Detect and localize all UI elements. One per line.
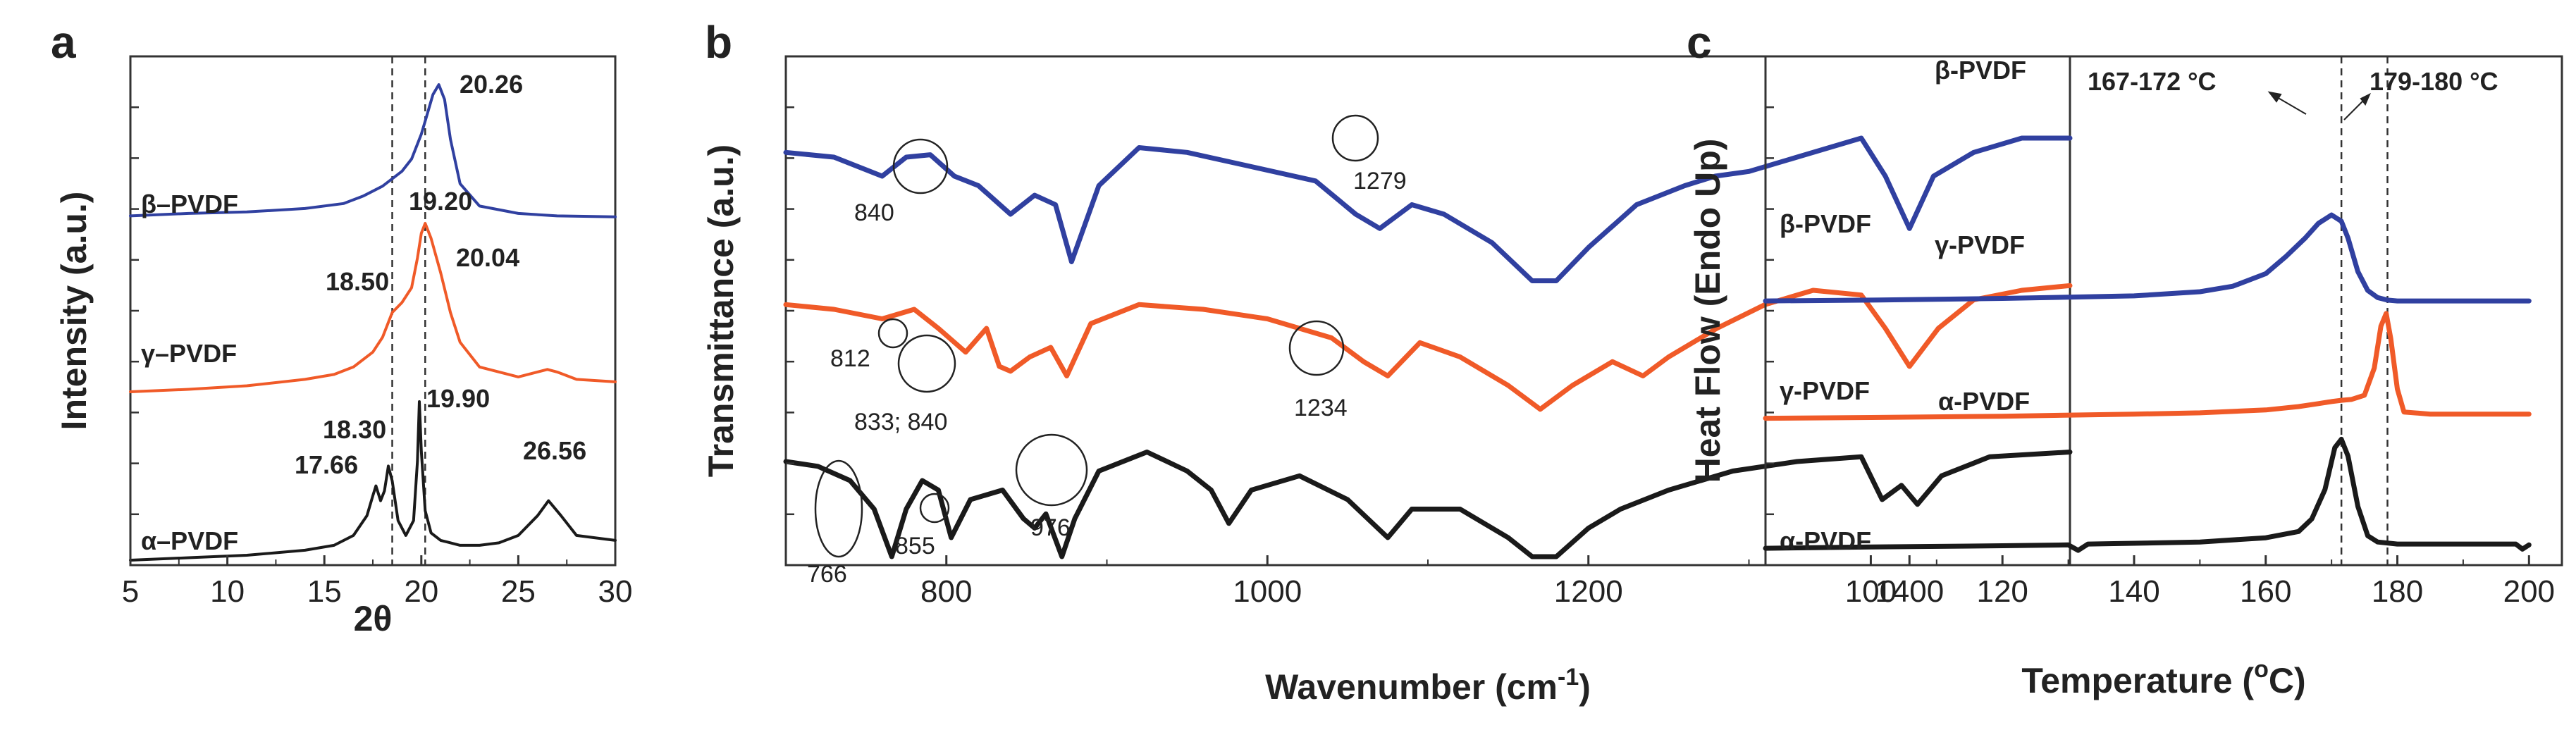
circle-1279: [1331, 114, 1379, 162]
plot-frame-a: [129, 55, 617, 567]
circle-1234: [1288, 320, 1345, 376]
x-tick-label-c-3: 160: [2240, 574, 2291, 609]
circle-855: [919, 493, 950, 524]
x-axis-title-b-sup: -1: [1558, 664, 1579, 691]
annotation-20-26: 20.26: [460, 70, 523, 99]
annotation-17-66: 17.66: [295, 450, 358, 479]
arrow-head-167-172: [2267, 91, 2282, 103]
series-line-c-1: [1763, 311, 2532, 421]
series-line-b-0: [783, 135, 2073, 283]
x-tick-label-c-0: 100: [1845, 574, 1897, 609]
series-label-alpha-c: α-PVDF: [1780, 526, 1871, 555]
series-label-beta-c: β-PVDF: [1780, 209, 1871, 238]
series-label-alpha-b: α-PVDF: [1938, 387, 2030, 416]
y-axis-title-b: Transmittance (a.u.): [701, 144, 741, 477]
y-axis-title-c: Heat Flow (Endo Up): [1688, 139, 1727, 483]
x-axis-title-b-end: ): [1579, 667, 1591, 707]
annotation-18-30: 18.30: [323, 415, 386, 444]
annotation-766: 766: [807, 561, 847, 588]
circle-976: [1015, 433, 1088, 507]
annotation-circles-b: [814, 114, 1379, 558]
x-ticks-a: 5 10 15 20 25 30: [122, 555, 633, 609]
annotation-179-180: 179-180 °C: [2369, 67, 2498, 96]
reference-lines-a: [391, 56, 426, 565]
annotation-812: 812: [830, 345, 870, 372]
circle-840-beta: [892, 138, 949, 194]
x-axis-title-a: 2θ: [354, 599, 393, 638]
x-tick-label-a-5: 30: [598, 574, 633, 609]
annotation-arrows-c: [2267, 91, 2371, 120]
y-ticks-c: [1765, 106, 1774, 516]
annotation-833-840: 833; 840: [854, 409, 947, 435]
annotation-26-56: 26.56: [523, 436, 586, 465]
x-tick-label-b-3: 1400: [1875, 574, 1944, 609]
panel-letter-b: b: [705, 17, 732, 68]
panel-b: b 800 1000 1200 1400 Wavenumber (cm-1) Tran…: [701, 17, 2073, 707]
series-line-b-1: [783, 283, 2073, 412]
series-group-b: [783, 135, 2073, 559]
panel-c: c 100 120 140 160 180 200 Temperature (oC) He…: [1687, 17, 2563, 700]
y-axis-title-a: Intensity (a.u.): [54, 192, 94, 431]
annotation-167-172: 167-172 °C: [2088, 67, 2217, 96]
panel-a: a 5 10 15 20 25 30 2θ Intensity (a.u.) β–PVDF…: [51, 17, 632, 638]
x-tick-label-c-4: 180: [2372, 574, 2423, 609]
series-label-beta-a: β–PVDF: [141, 190, 238, 218]
circle-833-840: [897, 334, 956, 393]
series-group-c: [1763, 212, 2532, 553]
arrow-head-179-180: [2360, 92, 2371, 106]
y-ticks-a: [130, 106, 139, 516]
series-label-alpha-a: α–PVDF: [141, 526, 238, 555]
annotation-976: 976: [1030, 514, 1071, 541]
x-ticks-b: 800 1000 1200 1400: [920, 555, 1944, 609]
x-tick-label-b-2: 1200: [1554, 574, 1623, 609]
series-line-c-0: [1763, 212, 2532, 304]
x-axis-title-c-end: C): [2269, 661, 2306, 700]
circle-812: [877, 318, 908, 349]
x-axis-title-b-main: Wavenumber (cm: [1265, 667, 1558, 707]
x-axis-title-c-sup: o: [2254, 656, 2269, 683]
x-tick-label-a-1: 10: [210, 574, 245, 609]
x-axis-title-c-main: Temperature (: [2021, 661, 2254, 700]
x-tick-label-c-2: 140: [2108, 574, 2159, 609]
x-tick-label-a-3: 20: [404, 574, 438, 609]
x-tick-label-b-0: 800: [920, 574, 972, 609]
x-tick-label-c-1: 120: [1976, 574, 2028, 609]
annotation-1234: 1234: [1294, 395, 1348, 421]
annotation-20-04: 20.04: [456, 243, 519, 272]
x-ticks-c: 100 120 140 160 180 200: [1845, 555, 2555, 609]
series-label-gamma-a: γ–PVDF: [141, 339, 237, 368]
plot-frame-c: [1764, 55, 2563, 567]
panel-letter-a: a: [51, 17, 76, 68]
circle-766: [814, 459, 863, 558]
y-ticks-b: [786, 106, 794, 516]
x-tick-label-c-5: 200: [2503, 574, 2555, 609]
annotation-1279: 1279: [1353, 168, 1407, 194]
x-tick-label-a-4: 25: [501, 574, 536, 609]
series-group-a: [129, 83, 617, 562]
annotation-840: 840: [854, 199, 894, 226]
x-tick-label-a-2: 15: [307, 574, 342, 609]
panel-letter-c: c: [1687, 17, 1712, 68]
series-line-b-2: [783, 450, 2073, 559]
annotation-18-50: 18.50: [326, 267, 389, 296]
series-label-beta-b: β-PVDF: [1935, 56, 2026, 85]
series-label-gamma-c: γ-PVDF: [1780, 376, 1870, 405]
x-tick-label-b-1: 1000: [1233, 574, 1302, 609]
x-axis-title-b: Wavenumber (cm-1): [1265, 664, 1591, 707]
annotation-855: 855: [895, 533, 935, 559]
series-line-a-1: [129, 222, 617, 393]
x-axis-title-c: Temperature (oC): [2021, 656, 2305, 700]
annotation-19-20: 19.20: [409, 187, 472, 216]
series-line-a-2: [129, 400, 617, 562]
annotation-19-90: 19.90: [426, 384, 490, 413]
reference-lines-c: [2340, 56, 2389, 565]
series-line-c-2: [1763, 436, 2532, 553]
series-label-gamma-b: γ-PVDF: [1935, 230, 2025, 259]
x-tick-label-a-0: 5: [122, 574, 139, 609]
series-line-a-0: [129, 83, 617, 218]
